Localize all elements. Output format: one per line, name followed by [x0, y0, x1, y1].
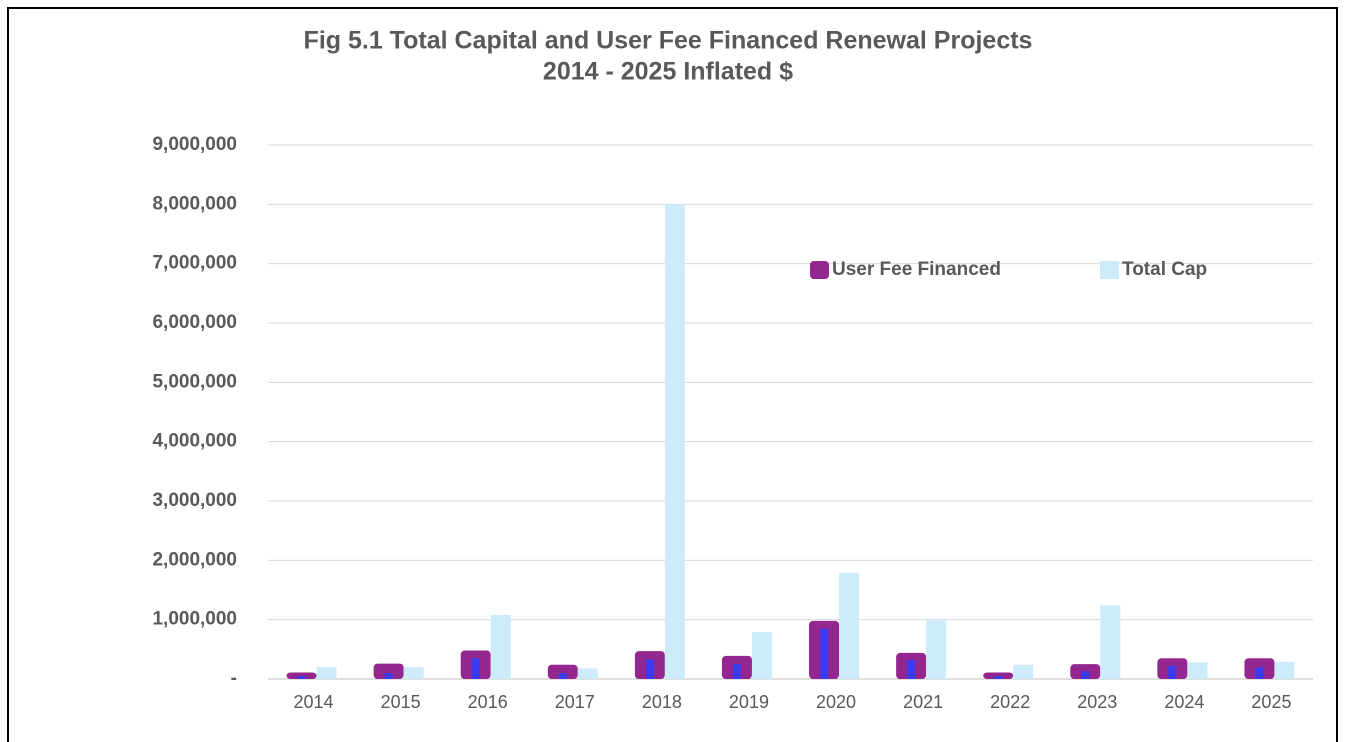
legend-label: Total Cap	[1122, 259, 1207, 280]
y-tick-label: 8,000,000	[152, 193, 237, 214]
bar	[297, 676, 306, 679]
y-tick-label: -	[231, 668, 237, 689]
legend-label: User Fee Financed	[832, 259, 1001, 280]
bar	[1013, 664, 1034, 679]
bar	[1168, 665, 1177, 679]
y-tick-label: 5,000,000	[152, 371, 237, 392]
chart-subtitle: 2014 - 2025 Inflated $	[543, 58, 793, 86]
bar	[1187, 662, 1208, 679]
x-tick-label: 2024	[1164, 692, 1204, 712]
y-tick-label: 2,000,000	[152, 549, 237, 570]
x-tick-label: 2017	[555, 692, 595, 712]
bar	[316, 667, 337, 679]
x-tick-label: 2018	[642, 692, 682, 712]
x-tick-label: 2016	[468, 692, 508, 712]
x-tick-label: 2022	[990, 692, 1030, 712]
bar	[645, 659, 654, 679]
bar	[983, 672, 1014, 679]
bar	[1100, 605, 1121, 679]
bar	[751, 632, 772, 679]
bar	[558, 673, 567, 679]
x-tick-label: 2023	[1077, 692, 1117, 712]
bar	[384, 673, 393, 679]
x-tick-label: 2019	[729, 692, 769, 712]
y-tick-label: 9,000,000	[152, 134, 237, 155]
bar	[1274, 661, 1295, 679]
x-tick-label: 2014	[294, 692, 334, 712]
y-tick-label: 4,000,000	[152, 431, 237, 452]
y-tick-label: 3,000,000	[152, 490, 237, 511]
legend-swatch	[810, 261, 829, 279]
bar	[907, 660, 916, 679]
bar	[820, 628, 829, 679]
bar	[994, 676, 1003, 679]
bar	[547, 664, 578, 679]
x-tick-label: 2020	[816, 692, 856, 712]
legend-swatch	[1100, 261, 1119, 279]
y-tick-label: 7,000,000	[152, 253, 237, 274]
bar	[839, 572, 860, 679]
bar	[664, 204, 685, 680]
bar	[490, 614, 511, 679]
bar	[926, 620, 947, 679]
y-tick-label: 1,000,000	[152, 609, 237, 630]
bar	[732, 664, 741, 679]
bar	[577, 668, 598, 679]
x-tick-label: 2025	[1251, 692, 1291, 712]
bar	[1255, 667, 1264, 679]
bar	[1081, 671, 1090, 679]
x-tick-label: 2021	[903, 692, 943, 712]
bar	[403, 667, 424, 679]
chart-title: Fig 5.1 Total Capital and User Fee Finan…	[304, 27, 1033, 55]
x-tick-label: 2015	[381, 692, 421, 712]
bar	[471, 658, 480, 679]
y-tick-label: 6,000,000	[152, 312, 237, 333]
bar	[286, 672, 317, 679]
bar	[373, 663, 404, 679]
